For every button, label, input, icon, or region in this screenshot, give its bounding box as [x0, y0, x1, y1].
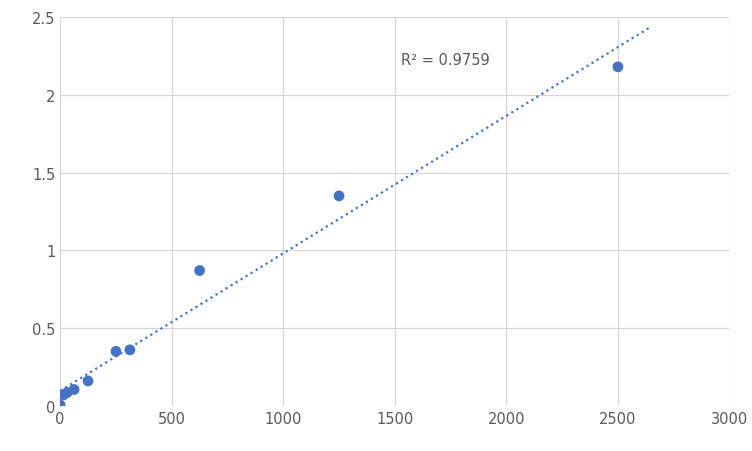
Point — [333, 193, 345, 200]
Point — [612, 64, 624, 71]
Point — [61, 389, 73, 396]
Point — [82, 377, 94, 385]
Point — [68, 386, 80, 393]
Point — [124, 346, 136, 354]
Point — [57, 391, 69, 399]
Text: R² = 0.9759: R² = 0.9759 — [402, 53, 490, 68]
Point — [54, 401, 66, 409]
Point — [193, 267, 205, 275]
Point — [110, 348, 122, 355]
